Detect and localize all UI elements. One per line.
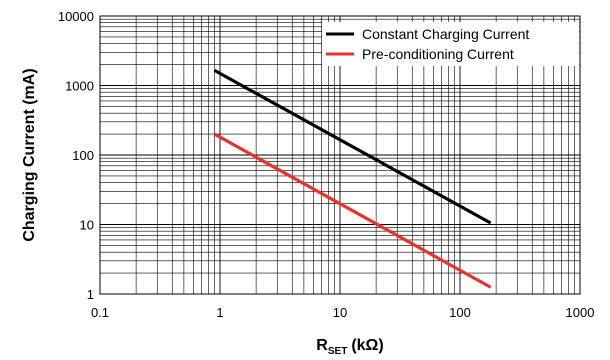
x-axis-label: RSET (kΩ) [316, 337, 383, 357]
x-axis-label-main: R [316, 337, 328, 354]
y-tick-label: 1000 [65, 79, 94, 94]
series-line-1 [213, 132, 492, 289]
series-layer [213, 68, 492, 289]
tick-labels: 0.1 1 10 100 1000 1 10 100 1000 10000 [58, 9, 595, 320]
y-tick-label: 100 [72, 148, 94, 163]
x-tick-label: 0.1 [91, 305, 109, 320]
x-tick-label: 100 [449, 305, 471, 320]
x-tick-label: 1000 [566, 305, 595, 320]
plot-frame [99, 15, 581, 295]
x-axis-label-subscript: SET [328, 346, 347, 357]
y-tick-label: 10000 [58, 9, 94, 24]
series-line-0 [213, 68, 492, 225]
x-tick-label: 1 [216, 305, 223, 320]
x-tick-label: 10 [333, 305, 347, 320]
grid [99, 16, 580, 295]
legend: Constant Charging Current Pre-conditioni… [322, 22, 579, 66]
legend-label-pre-conditioning-current: Pre-conditioning Current [362, 46, 514, 62]
legend-label-constant-charging-current: Constant Charging Current [362, 26, 529, 42]
x-axis-label-unit: (kΩ) [351, 337, 383, 354]
y-tick-label: 10 [80, 218, 94, 233]
y-axis-label: Charging Current (mA) [21, 68, 38, 241]
y-tick-label: 1 [87, 287, 94, 302]
legend-background [322, 22, 579, 66]
